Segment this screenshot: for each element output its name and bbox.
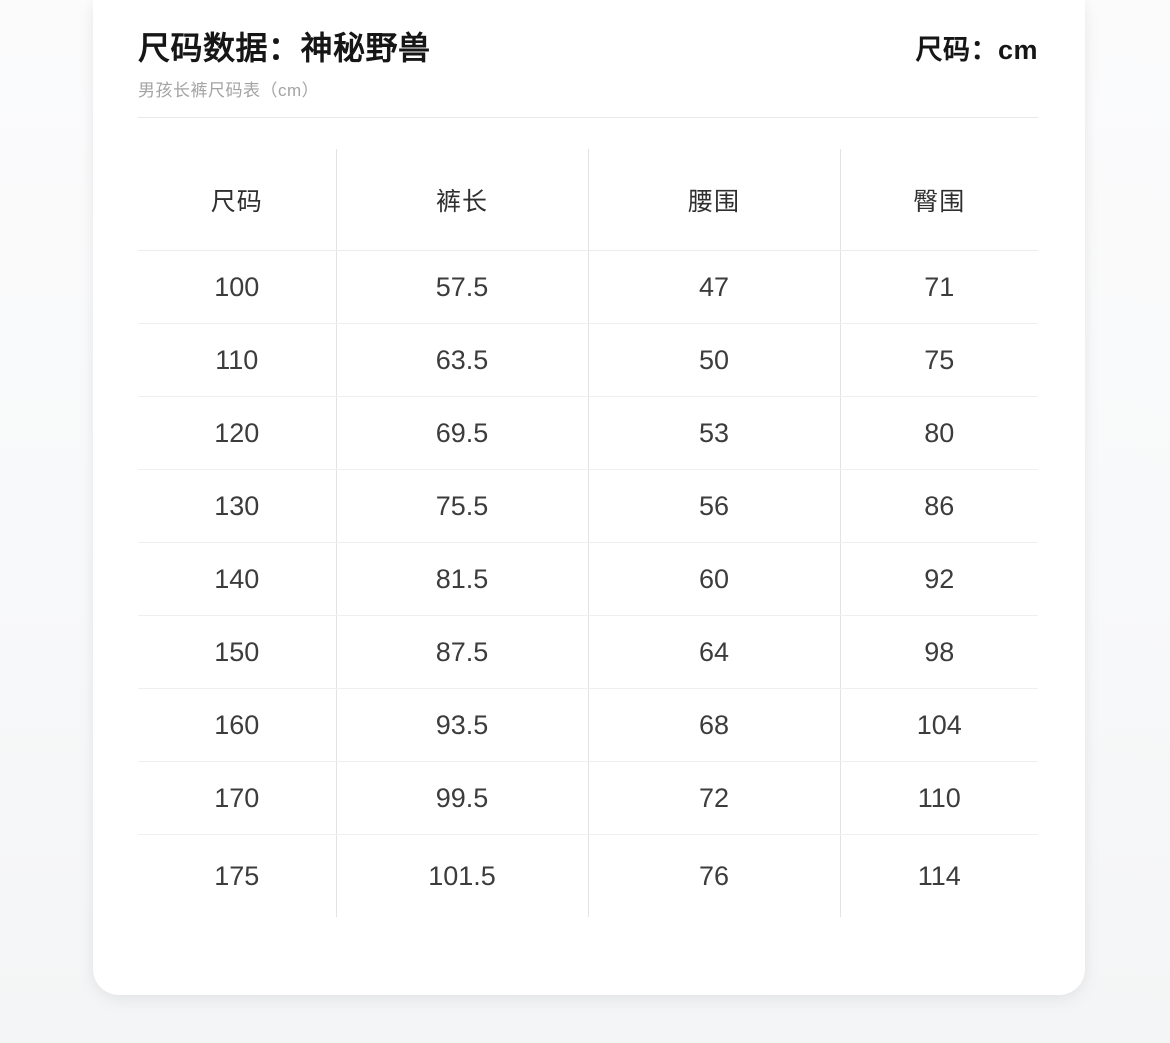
table-cell: 57.5 (336, 250, 589, 324)
table-cell: 69.5 (336, 396, 589, 470)
table-cell: 114 (917, 860, 961, 891)
table-row: 160 93.5 68 104 (138, 688, 1038, 762)
table-cell: 140 (138, 542, 337, 616)
table-row: 110 63.5 50 75 (138, 323, 1038, 397)
table-row: 130 75.5 56 86 (138, 469, 1038, 543)
table-row: 175 101.5 76 114 (138, 834, 1038, 917)
table-row: 140 81.5 60 92 (138, 542, 1038, 616)
table-cell: 175 (138, 834, 337, 917)
table-cell: 68 (588, 688, 841, 762)
title-row: 尺码数据：神秘野兽 尺码：cm (138, 28, 1038, 67)
table-row: 120 69.5 53 80 (138, 396, 1038, 470)
table-cell: 86 (840, 469, 1038, 543)
table-cell: 60 (588, 542, 841, 616)
page-subtitle: 男孩长裤尺码表（cm） (138, 81, 320, 100)
table-cell: 120 (138, 396, 337, 470)
table-cell: 101.5 (336, 834, 589, 917)
table-cell: 75 (840, 323, 1038, 397)
table-cell: 81.5 (336, 542, 589, 616)
unit-label: 尺码：cm (915, 35, 1038, 65)
table-row: 150 87.5 64 98 (138, 615, 1038, 689)
table-cell: 160 (138, 688, 337, 762)
table-cell: 63.5 (336, 323, 589, 397)
table-header-row: 尺码 裤长 腰围 臀围 (138, 149, 1038, 251)
table-cell: 71 (840, 250, 1038, 324)
table-cell: 75.5 (336, 469, 589, 543)
table-cell: 104 (840, 688, 1038, 762)
divider (138, 117, 1038, 118)
column-header-hip: 臀围 (840, 149, 1038, 251)
table-cell: 100 (138, 250, 337, 324)
table-row: 170 99.5 72 110 (138, 761, 1038, 835)
table-cell: 56 (588, 469, 841, 543)
table-cell: 76 (588, 834, 841, 917)
table-cell: 110 (138, 323, 337, 397)
column-header-pant-length: 裤长 (336, 149, 589, 251)
size-table: 尺码 裤长 腰围 臀围 100 57.5 47 71 110 63.5 50 7 (138, 149, 1038, 917)
table-cell: 53 (588, 396, 841, 470)
table-cell: 99.5 (336, 761, 589, 835)
table-cell: 170 (138, 761, 337, 835)
size-chart-card: 尺码数据：神秘野兽 尺码：cm 男孩长裤尺码表（cm） 尺码 裤长 腰围 臀围 … (93, 0, 1085, 995)
table-cell: 50 (588, 323, 841, 397)
table-cell: 130 (138, 469, 337, 543)
table-cell: 93.5 (336, 688, 589, 762)
column-header-waist: 腰围 (588, 149, 841, 251)
table-cell: 87.5 (336, 615, 589, 689)
table-row: 100 57.5 47 71 (138, 250, 1038, 324)
table-cell: 80 (840, 396, 1038, 470)
table-cell: 47 (588, 250, 841, 324)
table-cell: 64 (588, 615, 841, 689)
table-cell: 150 (138, 615, 337, 689)
table-cell: 110 (840, 761, 1038, 835)
table-cell: 72 (588, 761, 841, 835)
page-title: 尺码数据：神秘野兽 (138, 30, 431, 66)
table-cell: 98 (840, 615, 1038, 689)
column-header-size: 尺码 (138, 149, 337, 251)
table-cell: 92 (840, 542, 1038, 616)
